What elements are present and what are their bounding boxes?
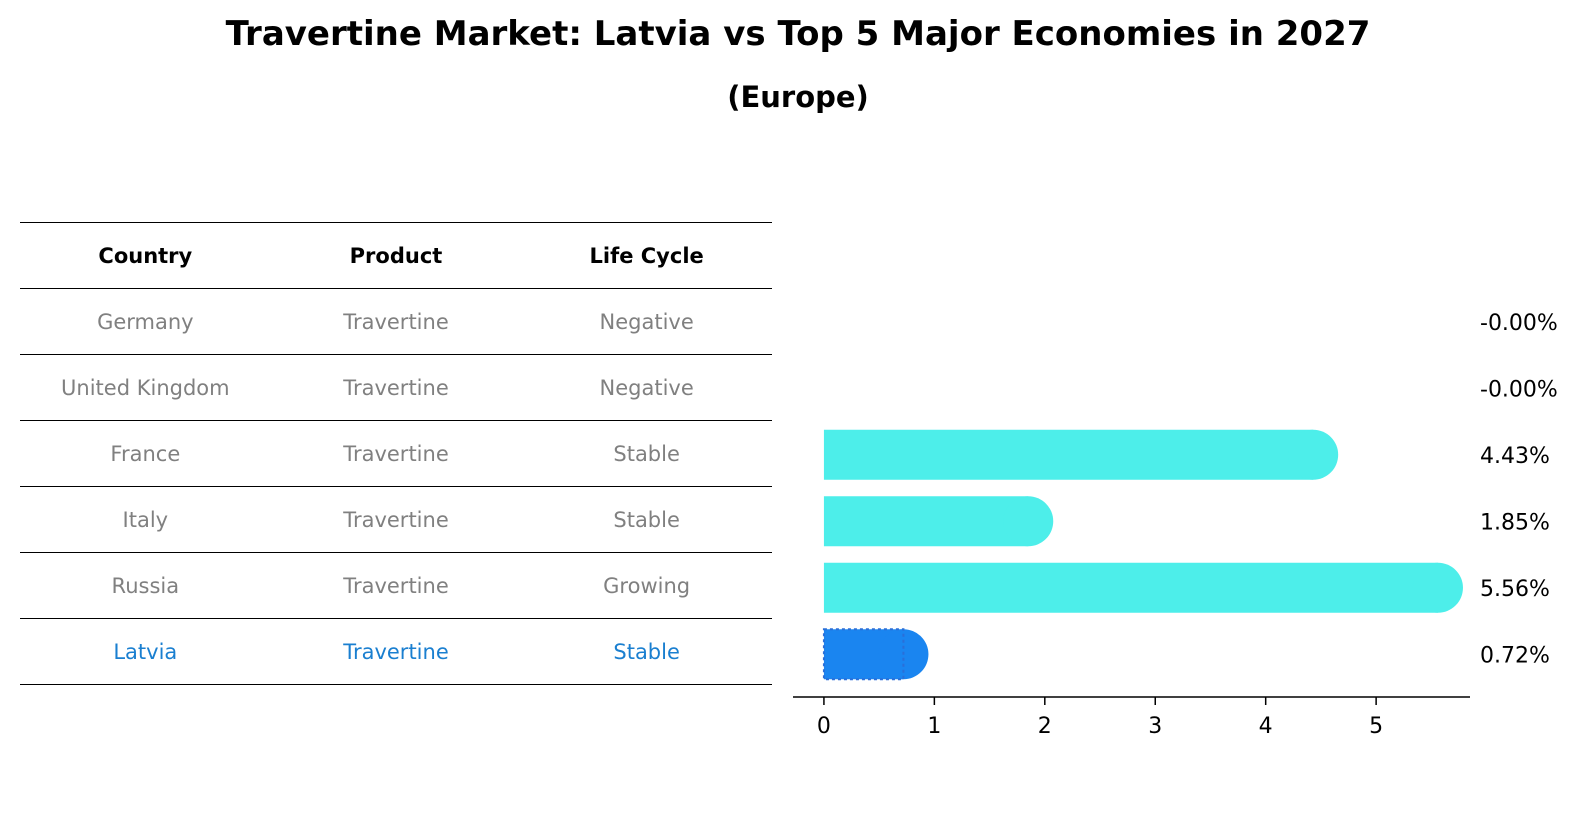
- bar-italy: [823, 496, 1029, 547]
- value-label: -0.00%: [1480, 377, 1558, 402]
- x-tick-label: 5: [1369, 714, 1383, 739]
- product-cell: Travertine: [343, 507, 449, 532]
- value-label: 0.72%: [1480, 643, 1550, 668]
- table-row: Russia Travertine Growing: [20, 553, 772, 619]
- table-header-row: Country Product Life Cycle: [20, 222, 772, 289]
- header-product: Product: [349, 243, 443, 268]
- header-country: Country: [98, 243, 193, 268]
- bar-cap-italy: [1003, 496, 1054, 547]
- x-tick-label: 0: [817, 714, 831, 739]
- country-cell: France: [110, 441, 181, 466]
- table-row: France Travertine Stable: [20, 421, 772, 487]
- value-label: 4.43%: [1480, 444, 1550, 469]
- product-cell: Travertine: [343, 639, 449, 664]
- country-cell: Russia: [111, 573, 180, 598]
- bar-cap-russia: [1412, 562, 1463, 613]
- life-cycle-cell: Stable: [613, 639, 680, 664]
- header-life-cycle: Life Cycle: [589, 243, 704, 268]
- life-cycle-cell: Stable: [613, 507, 680, 532]
- product-cell: Travertine: [343, 375, 449, 400]
- x-tick-label: 3: [1148, 714, 1162, 739]
- country-cell: Latvia: [113, 639, 178, 664]
- bar-france: [823, 429, 1314, 480]
- chart-subtitle: (Europe): [727, 80, 869, 114]
- table-row: Germany Travertine Negative: [20, 289, 772, 355]
- chart-title: Travertine Market: Latvia vs Top 5 Major…: [225, 14, 1371, 54]
- life-cycle-cell: Negative: [599, 309, 694, 334]
- product-cell: Travertine: [343, 441, 449, 466]
- table-row: United Kingdom Travertine Negative: [20, 355, 772, 421]
- value-label: 1.85%: [1480, 510, 1550, 535]
- product-cell: Travertine: [343, 573, 449, 598]
- life-cycle-cell: Growing: [603, 573, 691, 598]
- table-row-highlighted: Latvia Travertine Stable: [20, 619, 772, 685]
- bar-russia: [823, 562, 1438, 613]
- country-cell: Italy: [122, 507, 169, 532]
- life-cycle-cell: Negative: [599, 375, 694, 400]
- x-tick-label: 4: [1259, 714, 1273, 739]
- country-cell: Germany: [97, 309, 194, 334]
- value-label: -0.00%: [1480, 311, 1558, 336]
- x-tick-label: 2: [1038, 714, 1052, 739]
- data-table: Country Product Life Cycle Germany Trave…: [20, 222, 772, 685]
- bar-highlight-outline: [822, 628, 905, 681]
- table-row: Italy Travertine Stable: [20, 487, 772, 553]
- life-cycle-cell: Stable: [613, 441, 680, 466]
- x-tick-label: 1: [927, 714, 941, 739]
- country-cell: United Kingdom: [61, 375, 230, 400]
- product-cell: Travertine: [343, 309, 449, 334]
- bar-cap-france: [1288, 429, 1339, 480]
- value-label: 5.56%: [1480, 577, 1550, 602]
